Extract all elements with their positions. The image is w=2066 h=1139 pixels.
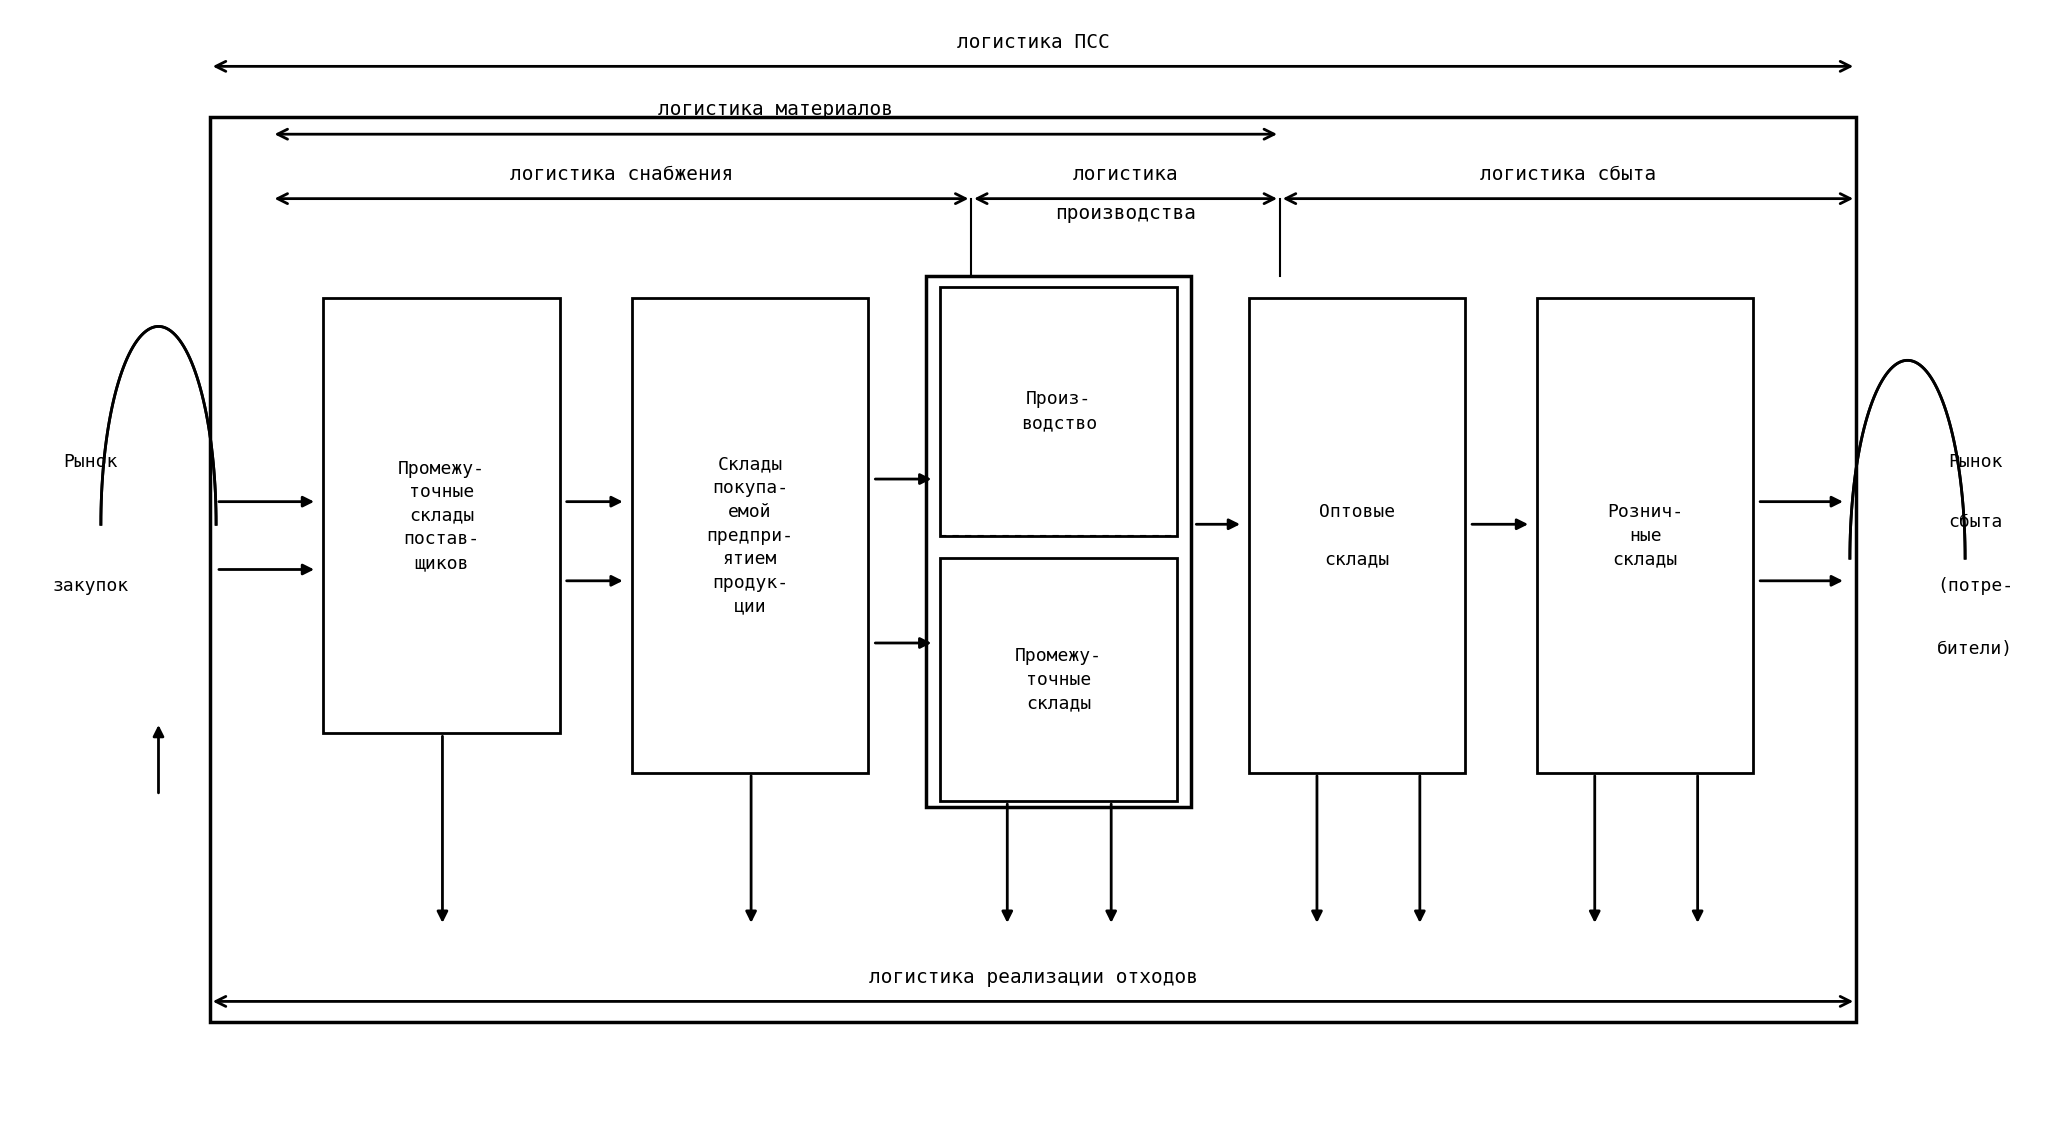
Bar <box>211 117 1855 1022</box>
Text: (потре-: (потре- <box>1938 577 2014 596</box>
Bar <box>632 298 868 773</box>
Text: логистика ПСС: логистика ПСС <box>957 33 1109 51</box>
Text: Рынок: Рынок <box>64 453 118 472</box>
Text: Склады
покупа-
емой
предпри-
ятием
продук-
ции: Склады покупа- емой предпри- ятием проду… <box>707 456 793 615</box>
Text: логистика снабжения: логистика снабжения <box>510 165 733 183</box>
Text: Промежу-
точные
склады: Промежу- точные склады <box>1014 647 1103 712</box>
Text: Рознич-
ные
склады: Рознич- ные склады <box>1607 503 1684 568</box>
Bar <box>926 276 1192 806</box>
Text: производства: производства <box>1056 204 1196 223</box>
Text: логистика материалов: логистика материалов <box>659 100 893 120</box>
Text: логистика: логистика <box>1072 165 1178 183</box>
Text: Промежу-
точные
склады
постав-
щиков: Промежу- точные склады постав- щиков <box>399 460 486 572</box>
Text: бители): бители) <box>1938 640 2014 657</box>
Text: логистика реализации отходов: логистика реализации отходов <box>868 968 1198 986</box>
Text: сбыта: сбыта <box>1948 513 2002 531</box>
Text: Произ-
водство: Произ- водство <box>1021 391 1097 432</box>
Text: Рынок: Рынок <box>1948 453 2002 472</box>
Text: Оптовые

склады: Оптовые склады <box>1318 503 1395 568</box>
Bar <box>940 558 1178 802</box>
Bar <box>322 298 560 734</box>
Bar <box>1250 298 1465 773</box>
Bar <box>940 287 1178 535</box>
Text: закупок: закупок <box>52 577 128 596</box>
Text: логистика сбыта: логистика сбыта <box>1479 165 1657 183</box>
Bar <box>1537 298 1754 773</box>
